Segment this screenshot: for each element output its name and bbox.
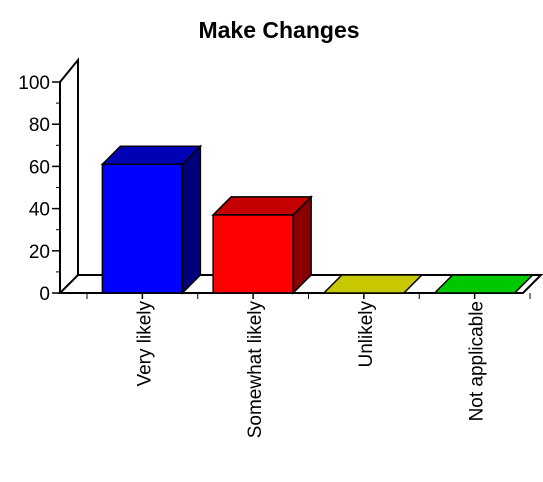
x-category-label: Unlikely — [356, 301, 377, 368]
y-axis: 0 20 40 60 80 100 — [18, 73, 60, 305]
x-category-label: Not applicable — [467, 301, 488, 421]
bar-somewhat-likely — [211, 195, 313, 295]
bar-side — [181, 144, 202, 295]
bar-top — [211, 196, 313, 216]
bars — [100, 144, 535, 295]
bar-not-applicable — [432, 274, 535, 294]
bar-top — [100, 145, 203, 166]
back-wall-edge — [59, 57, 79, 293]
x-category-label: Very likely — [134, 301, 155, 387]
y-tick-label: 40 — [29, 200, 50, 221]
x-category-label: Somewhat likely — [245, 301, 266, 439]
bar-front — [212, 214, 294, 294]
bar-very-likely — [100, 144, 203, 295]
y-tick-label: 60 — [29, 157, 50, 178]
bar-flat — [432, 274, 535, 294]
y-tick-label: 80 — [29, 115, 50, 136]
x-axis: Very likely Somewhat likely Unlikely Not ap… — [86, 293, 531, 439]
y-tick-label: 20 — [29, 242, 50, 263]
bar-flat — [322, 274, 424, 294]
y-tick-label: 0 — [39, 284, 50, 305]
y-tick-label: 100 — [18, 73, 50, 94]
bar-unlikely — [322, 274, 424, 294]
chart-title: Make Changes — [198, 17, 359, 43]
bar-front — [101, 163, 184, 294]
